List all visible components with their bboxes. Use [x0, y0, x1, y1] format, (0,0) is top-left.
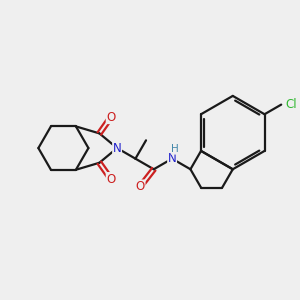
Text: N: N: [113, 142, 122, 154]
Text: H: H: [171, 144, 179, 154]
Text: O: O: [106, 172, 116, 186]
Text: N: N: [168, 152, 176, 165]
Text: O: O: [106, 110, 116, 124]
Text: Cl: Cl: [285, 98, 297, 111]
Text: O: O: [136, 180, 145, 193]
